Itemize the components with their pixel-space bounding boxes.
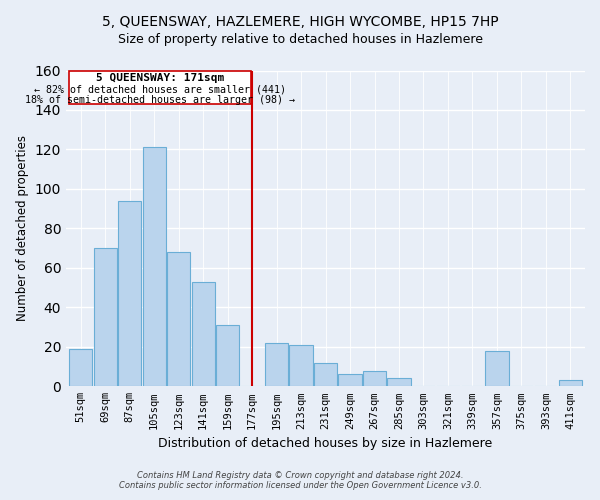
Bar	[289, 345, 313, 387]
Text: 5 QUEENSWAY: 171sqm: 5 QUEENSWAY: 171sqm	[95, 74, 224, 84]
Bar	[265, 343, 288, 386]
Bar	[216, 325, 239, 386]
Bar	[191, 282, 215, 387]
Bar	[485, 351, 509, 386]
Y-axis label: Number of detached properties: Number of detached properties	[16, 136, 29, 322]
Bar	[94, 248, 117, 386]
Bar	[314, 362, 337, 386]
Text: 18% of semi-detached houses are larger (98) →: 18% of semi-detached houses are larger (…	[25, 95, 295, 105]
Bar	[69, 349, 92, 387]
Bar	[118, 201, 142, 386]
Bar	[143, 148, 166, 386]
Bar	[363, 370, 386, 386]
Text: Size of property relative to detached houses in Hazlemere: Size of property relative to detached ho…	[118, 32, 482, 46]
FancyBboxPatch shape	[68, 70, 251, 104]
X-axis label: Distribution of detached houses by size in Hazlemere: Distribution of detached houses by size …	[158, 437, 493, 450]
Bar	[167, 252, 190, 386]
Bar	[559, 380, 582, 386]
Text: ← 82% of detached houses are smaller (441): ← 82% of detached houses are smaller (44…	[34, 84, 286, 94]
Text: Contains HM Land Registry data © Crown copyright and database right 2024.
Contai: Contains HM Land Registry data © Crown c…	[119, 470, 481, 490]
Text: 5, QUEENSWAY, HAZLEMERE, HIGH WYCOMBE, HP15 7HP: 5, QUEENSWAY, HAZLEMERE, HIGH WYCOMBE, H…	[101, 15, 499, 29]
Bar	[338, 374, 362, 386]
Bar	[388, 378, 410, 386]
